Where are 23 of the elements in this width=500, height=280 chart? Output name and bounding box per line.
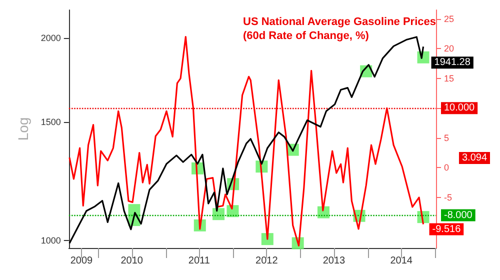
x-tick-label: 2009	[70, 256, 94, 266]
y-tick-label: 1500	[40, 117, 61, 128]
y2-tick-label: -5	[444, 192, 452, 202]
y-tick-label: 1000	[40, 236, 61, 246]
x-tick-label: 2014	[390, 256, 413, 266]
ref-line-label: 10.000	[444, 102, 476, 114]
x-tick-label: 2012	[256, 256, 278, 266]
data-label: -9.516	[432, 224, 462, 235]
y2-tick-label: 20	[444, 44, 454, 54]
y2-tick-label: 5	[444, 132, 450, 143]
point	[128, 204, 140, 216]
text: US National Average Gasoline Prices (60d Rate of Change, %)	[243, 16, 440, 42]
text: 3.094	[462, 152, 488, 164]
data-label: 1941.28	[434, 57, 471, 68]
x-tick-label: 2011	[188, 256, 210, 266]
x-tick-label: 2013	[322, 256, 346, 266]
x-tick-label: 2010	[120, 256, 144, 266]
ref-line-label: -8.000	[444, 210, 473, 221]
y2-tick-label: 0	[444, 162, 450, 173]
y-axis-title: Log	[15, 117, 31, 141]
y2-tick-label: 25	[444, 14, 454, 24]
y-tick-label: 2000	[40, 32, 61, 43]
y2-tick-label: 15	[444, 73, 454, 84]
